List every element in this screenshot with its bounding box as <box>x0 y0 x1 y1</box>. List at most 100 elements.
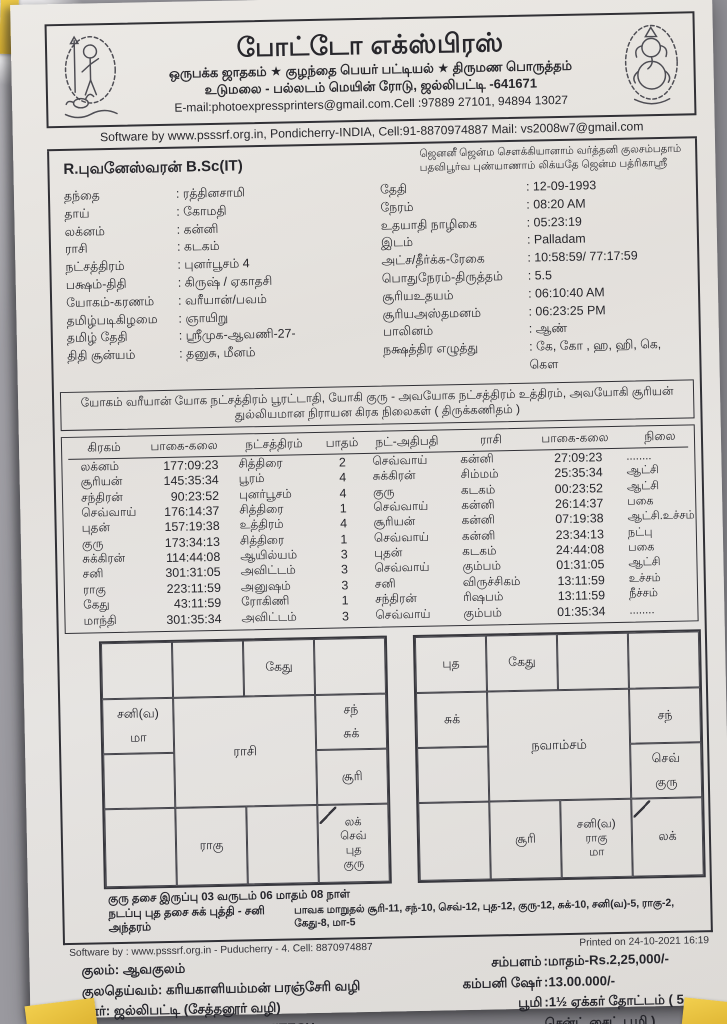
detail-label: நக்ஷத்திர எழுத்து <box>383 340 479 357</box>
dignity-status: பகை <box>628 541 655 554</box>
padam: 1 <box>340 532 348 547</box>
detail-label: நட்சத்திரம் <box>65 258 125 275</box>
planet-table-header-cell: பாதம் <box>325 434 359 450</box>
asset-detail-label: சம்பளம் <box>491 953 542 970</box>
dignity-status: ஆட்சி <box>628 556 661 570</box>
family-detail-value: கரியகாளியம்மன் பரஞ்சேரி வழி <box>165 977 361 997</box>
degree-in-sign: 25:35:34 <box>554 465 603 481</box>
horoscope-paper: போட்டோ எக்ஸ்பிரஸ் ஒருபக்க ஜாதகம் ★ குழந்… <box>10 0 727 1024</box>
chart-cell <box>103 752 176 810</box>
degree-in-sign: 00:23:52 <box>554 480 604 496</box>
dignity-status: ஆட்சி <box>626 479 660 493</box>
chart-cell <box>627 631 700 689</box>
navamsam-chart: புத கேது சுக் சந் நவாம்சம் செவ் குரு சூர… <box>412 629 706 884</box>
asset-detail-row: பூமி 1½ ஏக்கர் தோட்டம் ( 5 சென்ட் சைட் ப… <box>424 989 715 1024</box>
detail-value: ஸ்ரீமுக-ஆவணி-27- <box>179 326 296 346</box>
chart-cell: சனி(வ) ராகு மா <box>560 798 633 879</box>
degree-value: 223:11:59 <box>166 580 222 596</box>
planet-table-header-cell: நட்சத்திரம் <box>245 435 303 452</box>
detail-label: தந்தை <box>63 188 100 203</box>
chart-cell <box>100 641 174 700</box>
degree-value: 176:14:37 <box>164 503 220 519</box>
chart-cell <box>417 746 490 804</box>
detail-value: ஆண் <box>529 320 568 339</box>
family-detail-value: ஆவகுலம் <box>122 960 186 977</box>
detail-value: 10:58:59/ 77:17:59 <box>527 248 638 268</box>
dignity-status: ஆட்சி.உச்சம் <box>627 509 695 524</box>
chart-cell: சந் சுக் <box>315 693 388 751</box>
detail-value: 12-09-1993 <box>526 177 597 196</box>
padam: 3 <box>341 608 350 624</box>
chart-cell <box>246 805 319 885</box>
person-name: R.புவனேஸ்வரன் B.Sc(IT) <box>63 157 243 178</box>
degree-value: 177:09:23 <box>163 457 219 473</box>
padam: 3 <box>340 547 348 562</box>
family-details-left: குலம் ஆவகுலம் குலதெய்வம் கரியகாளியம்மன் … <box>63 954 426 1024</box>
padam: 4 <box>339 485 347 501</box>
degree-in-sign: 23:34:13 <box>555 526 605 542</box>
chart-cell <box>313 637 387 696</box>
padam: 3 <box>340 562 349 577</box>
detail-value: 5.5 <box>528 267 553 285</box>
dignity-status: ........ <box>626 449 652 463</box>
degree-value: 173:34:13 <box>164 534 221 550</box>
current-dasa-line: நடப்பு புத தசை சுக் புத்தி - சனி அந்தரம் <box>108 905 265 935</box>
chart-cell: கேது <box>242 639 316 697</box>
ganesha-deity-icon <box>624 24 678 105</box>
dignity-status: நட்பு <box>627 525 653 539</box>
planet-table-header-cell: பாகை-கலை <box>150 437 218 454</box>
detail-value: கோமதி <box>176 203 227 222</box>
degree-in-sign: 27:09:23 <box>553 449 603 465</box>
lagna-cell: லக் செவ் புத குரு <box>317 803 390 884</box>
degree-in-sign: 07:19:38 <box>555 511 604 527</box>
chart-cell: ராகு <box>175 806 248 886</box>
degree-value: 301:31:05 <box>165 565 221 581</box>
detail-label: ராசி <box>64 241 88 257</box>
dignity-status: பகை <box>627 495 654 508</box>
chart-cell <box>556 632 629 691</box>
family-details-section: குலம் ஆவகுலம் குலதெய்வம் கரியகாளியம்மன் … <box>63 948 715 1024</box>
detail-value: கே, கோ , ஹ, ஹி, கெ, கௌ <box>529 336 694 375</box>
birth-details-right-column: தேதி 12-09-1993 நேரம் 08:20 AM உதயாதி நா… <box>380 175 694 377</box>
degree-value: 90:23:52 <box>170 488 220 504</box>
rasi-chart-center-label: ராசி <box>173 695 318 808</box>
planet-table-header-cell: ராசி <box>479 431 503 447</box>
horoscope-main-box: R.புவனேஸ்வரன் B.Sc(IT) ஜெனனீ ஜென்ம சௌக்க… <box>47 138 713 946</box>
detail-value: 05:23:19 <box>527 213 582 232</box>
padam: 1 <box>341 593 349 608</box>
detail-value: ஞாயிறு <box>178 309 228 328</box>
planet-table-header-cell: கிரகம் <box>87 439 121 455</box>
rasi-sign: கும்பம் <box>463 604 503 620</box>
rasi-chart: கேது சனி(வ) மா சந் சுக் ராசி சூரி ராகு ல… <box>98 635 392 890</box>
asset-detail-value: மாதம்-Rs.2,25,000/- <box>543 949 669 972</box>
padam: 4 <box>340 516 348 531</box>
degree-in-sign: 26:14:37 <box>554 496 604 512</box>
detail-value: 06:10:40 AM <box>528 284 605 303</box>
chart-cell <box>418 801 491 881</box>
asset-detail-value: 13.00.000/- <box>544 971 616 993</box>
degree-value: 301:35:34 <box>166 611 222 627</box>
detail-label: லக்னம் <box>64 223 106 239</box>
detail-value: வரீயான்/பவம் <box>178 291 267 311</box>
detail-label: தாய் <box>64 206 90 221</box>
charts-row: கேது சனி(வ) மா சந் சுக் ராசி சூரி ராகு ல… <box>98 629 706 890</box>
birth-details-left-column: தந்தை ரத்தினசாமி தாய் கோமதி லக்னம் கன்னி… <box>64 182 384 384</box>
padam: 1 <box>339 501 347 516</box>
detail-label: திதி சூன்யம் <box>67 347 136 364</box>
detail-value: 06:23:25 PM <box>528 302 606 321</box>
print-shop-header: போட்டோ எக்ஸ்பிரஸ் ஒருபக்க ஜாதகம் ★ குழந்… <box>44 11 697 129</box>
chart-cell <box>104 807 177 888</box>
degree-value: 43:11:59 <box>173 596 222 612</box>
planet-table-header-cell: நிலை <box>644 428 676 444</box>
detail-row: நக்ஷத்திர எழுத்து கே, கோ , ஹ, ஹி, கெ, கௌ <box>383 336 694 378</box>
degree-in-sign: 13:11:59 <box>557 573 605 588</box>
degree-value: 157:19:38 <box>164 519 220 535</box>
planet-name: மாந்தி <box>83 612 117 628</box>
chart-cell: சனி(வ) மா <box>102 697 175 755</box>
detail-label: பக்ஷம்-திதி <box>65 276 127 292</box>
degree-in-sign: 01:35:34 <box>557 603 606 619</box>
chart-cell <box>171 640 245 698</box>
chart-cell: சூரி <box>316 748 389 806</box>
birth-sloka: ஜெனனீ ஜென்ம சௌக்கியானாம் வர்த்தனி குலசம்… <box>419 142 685 174</box>
